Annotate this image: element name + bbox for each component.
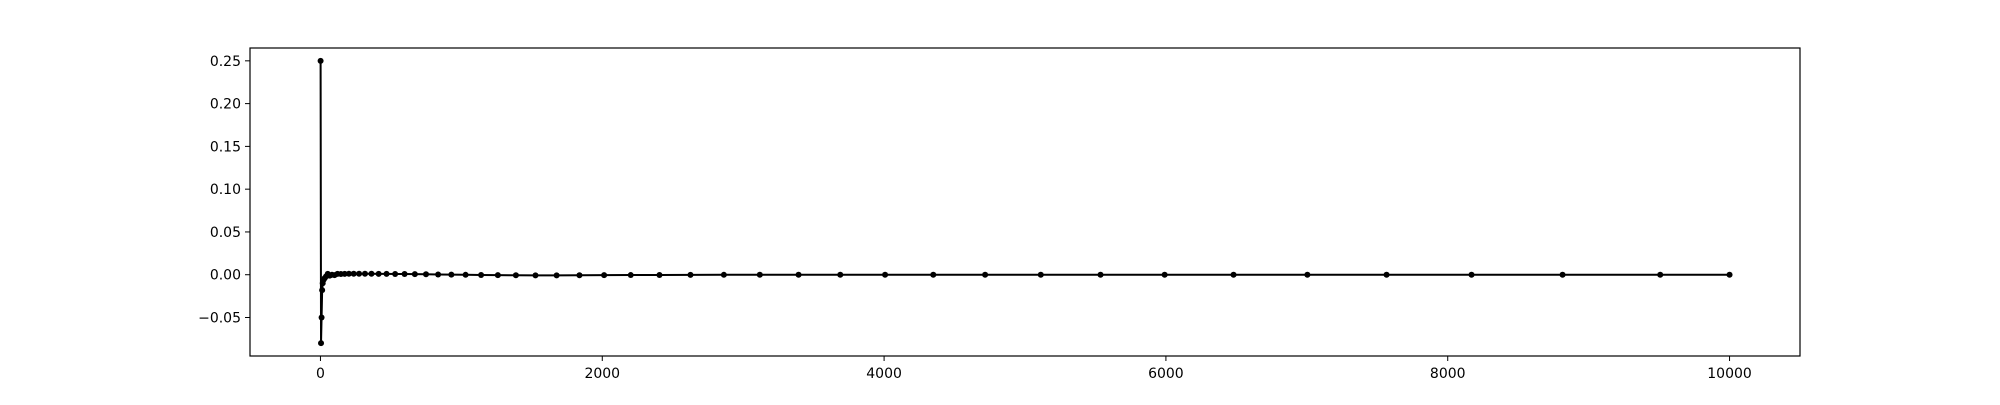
data-point — [1097, 271, 1104, 278]
data-point — [553, 272, 560, 279]
data-point — [882, 271, 889, 278]
data-point — [837, 271, 844, 278]
data-point — [317, 57, 324, 64]
data-point — [1559, 271, 1566, 278]
y-tick-label: 0.20 — [210, 97, 241, 113]
data-point — [478, 271, 485, 278]
data-point — [687, 271, 694, 278]
plot-frame — [249, 47, 1801, 357]
data-point — [435, 271, 442, 278]
data-point — [656, 271, 663, 278]
data-point — [512, 272, 519, 279]
data-point — [1230, 271, 1237, 278]
data-point — [1726, 271, 1733, 278]
data-point — [319, 287, 326, 294]
data-point — [1304, 271, 1311, 278]
x-tick-label: 4000 — [866, 366, 902, 382]
data-point — [448, 271, 455, 278]
data-point — [720, 271, 727, 278]
data-point — [1383, 271, 1390, 278]
data-point — [383, 270, 390, 277]
data-point — [982, 271, 989, 278]
data-point — [1037, 271, 1044, 278]
data-point — [1657, 271, 1664, 278]
data-point — [368, 270, 375, 277]
plot-area — [250, 48, 1800, 356]
data-point — [532, 272, 539, 279]
data-point — [1468, 271, 1475, 278]
data-point — [601, 272, 608, 279]
data-point — [930, 271, 937, 278]
data-point — [411, 271, 418, 278]
data-point — [341, 270, 348, 277]
data-point — [361, 270, 368, 277]
y-tick-label: 0.05 — [210, 225, 241, 241]
x-tick-label: 2000 — [584, 366, 620, 382]
data-point — [356, 270, 363, 277]
data-point — [795, 271, 802, 278]
x-tick-label: 8000 — [1430, 366, 1466, 382]
y-tick-label: 0.10 — [210, 182, 241, 198]
y-tick-label: 0.00 — [210, 268, 241, 284]
data-point — [462, 271, 469, 278]
x-axis: 0 2000 4000 6000 8000 10000 — [316, 356, 1752, 382]
series-layer — [317, 57, 1733, 347]
x-tick-label: 0 — [316, 366, 325, 382]
y-tick-label: −0.05 — [198, 311, 241, 327]
y-tick-label: 0.25 — [210, 54, 241, 70]
data-point — [423, 271, 429, 278]
x-tick-label: 10000 — [1707, 366, 1752, 382]
data-point — [756, 271, 763, 278]
data-point — [375, 270, 382, 277]
data-point — [318, 314, 325, 321]
data-point — [1161, 271, 1168, 278]
data-point — [392, 270, 399, 277]
y-tick-label: 0.15 — [210, 139, 241, 155]
data-point — [350, 270, 357, 277]
data-point — [494, 272, 501, 279]
data-point — [401, 271, 408, 278]
data-point — [627, 272, 634, 279]
data-point — [318, 340, 325, 347]
data-point — [345, 270, 352, 277]
data-point — [576, 272, 583, 279]
x-tick-label: 6000 — [1148, 366, 1184, 382]
y-axis: −0.05 0.00 0.05 0.10 0.15 0.20 0.25 — [198, 54, 250, 327]
